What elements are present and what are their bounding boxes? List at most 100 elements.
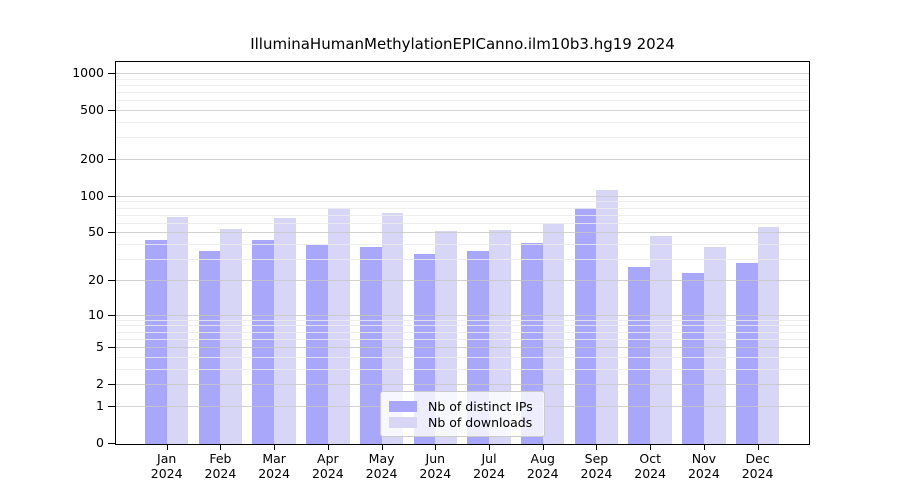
- gridline-minor-40: [116, 244, 809, 246]
- bar-downloads-nov: [703, 246, 726, 444]
- gridline-minor-300: [116, 137, 809, 139]
- legend-swatch-distinct-ips: [389, 400, 417, 412]
- y-tick-mark-1000: [108, 73, 115, 74]
- y-tick-label-20: 20: [88, 271, 104, 287]
- x-tick-mark-may: [381, 445, 383, 450]
- gridline-minor-8: [116, 325, 809, 327]
- gridline-minor-700: [116, 92, 809, 94]
- x-tick-mark-dec: [757, 445, 759, 450]
- x-tick-label-jun: Jun 2024: [419, 451, 452, 481]
- bar-downloads-jul: [489, 230, 511, 444]
- legend-label-downloads: Nb of downloads: [428, 414, 533, 430]
- bar-distinct-ips-nov: [682, 272, 704, 444]
- bar-downloads-dec: [757, 227, 780, 444]
- bar-downloads-may: [381, 212, 404, 444]
- gridline-major-5: [116, 347, 809, 349]
- gridline-minor-6: [116, 338, 809, 340]
- y-tick-label-2: 2: [96, 376, 104, 392]
- gridline-minor-4: [116, 356, 809, 358]
- gridline-major-2: [116, 384, 809, 386]
- x-tick-label-apr: Apr 2024: [311, 451, 344, 481]
- gridline-major-10: [116, 314, 809, 316]
- legend: Nb of distinct IPs Nb of downloads: [380, 391, 545, 437]
- x-tick-label-feb: Feb 2024: [204, 451, 237, 481]
- gridline-major-1000: [116, 73, 809, 74]
- y-tick-mark-5: [108, 347, 115, 349]
- legend-row-downloads: Nb of downloads: [389, 414, 534, 430]
- bar-downloads-jan: [166, 217, 189, 444]
- bar-downloads-jun: [435, 231, 457, 444]
- x-tick-mark-jul: [489, 445, 491, 450]
- x-tick-label-oct: Oct 2024: [634, 451, 667, 481]
- bar-downloads-feb: [220, 229, 243, 444]
- gridline-major-20: [116, 279, 809, 281]
- x-tick-label-may: May 2024: [365, 451, 398, 481]
- x-tick-mark-aug: [542, 445, 544, 450]
- gridline-minor-9: [116, 319, 809, 321]
- x-tick-label-dec: Dec 2024: [741, 451, 774, 481]
- y-tick-mark-500: [108, 110, 115, 112]
- bar-downloads-sep: [596, 189, 619, 444]
- bar-distinct-ips-may: [359, 246, 382, 444]
- y-tick-mark-200: [108, 158, 115, 160]
- gridline-minor-90: [116, 201, 809, 203]
- y-tick-label-1: 1: [96, 397, 104, 413]
- x-tick-mark-mar: [274, 445, 276, 450]
- bar-distinct-ips-apr: [306, 245, 328, 444]
- gridline-major-100: [116, 195, 809, 197]
- y-tick-mark-50: [108, 232, 115, 234]
- y-tick-label-1000: 1000: [72, 65, 104, 80]
- gridline-minor-70: [116, 214, 809, 216]
- gridline-minor-60: [116, 222, 809, 224]
- x-tick-label-mar: Mar 2024: [258, 451, 291, 481]
- y-tick-mark-0: [108, 443, 115, 444]
- grid-layer: [116, 62, 809, 444]
- x-tick-mark-feb: [220, 445, 222, 450]
- y-tick-label-5: 5: [96, 339, 104, 355]
- legend-label-distinct-ips: Nb of distinct IPs: [428, 398, 533, 414]
- gridline-minor-400: [116, 121, 809, 123]
- bar-distinct-ips-mar: [252, 240, 275, 444]
- y-tick-mark-20: [108, 279, 115, 281]
- x-tick-label-jan: Jan 2024: [150, 451, 183, 481]
- bar-distinct-ips-dec: [735, 262, 758, 444]
- x-tick-mark-apr: [327, 445, 329, 450]
- y-tick-mark-100: [108, 195, 115, 197]
- x-tick-mark-jun: [435, 445, 437, 450]
- gridline-minor-7: [116, 331, 809, 333]
- bar-distinct-ips-oct: [628, 266, 651, 444]
- chart-title: IlluminaHumanMethylationEPICanno.ilm10b3…: [250, 35, 675, 53]
- y-tick-mark-2: [108, 384, 115, 386]
- x-tick-mark-jan: [166, 445, 168, 450]
- bar-distinct-ips-jan: [145, 240, 167, 444]
- x-tick-label-jul: Jul 2024: [473, 451, 505, 481]
- y-tick-label-100: 100: [80, 187, 104, 203]
- x-tick-label-nov: Nov 2024: [687, 451, 720, 481]
- bar-downloads-mar: [274, 217, 296, 444]
- y-tick-label-200: 200: [80, 150, 104, 166]
- gridline-minor-80: [116, 207, 809, 209]
- x-tick-mark-oct: [650, 445, 652, 450]
- gridline-minor-30: [116, 259, 809, 261]
- x-tick-label-aug: Aug 2024: [526, 451, 559, 481]
- legend-swatch-downloads: [389, 416, 417, 428]
- gridline-major-50: [116, 232, 809, 234]
- gridline-major-200: [116, 158, 809, 160]
- gridline-major-500: [116, 110, 809, 112]
- gridline-minor-600: [116, 100, 809, 102]
- x-tick-label-sep: Sep 2024: [580, 451, 613, 481]
- y-tick-mark-10: [108, 314, 115, 316]
- bar-downloads-aug: [542, 223, 565, 444]
- bar-downloads-oct: [650, 235, 672, 444]
- y-tick-label-0: 0: [96, 435, 104, 450]
- y-tick-label-10: 10: [88, 306, 104, 322]
- legend-row-distinct-ips: Nb of distinct IPs: [389, 398, 534, 414]
- gridline-minor-900: [116, 78, 809, 80]
- x-tick-mark-nov: [703, 445, 705, 450]
- y-tick-mark-1: [108, 405, 115, 407]
- gridline-minor-800: [116, 84, 809, 86]
- y-tick-label-500: 500: [80, 102, 104, 118]
- y-tick-label-50: 50: [88, 224, 104, 240]
- x-tick-mark-sep: [596, 445, 598, 450]
